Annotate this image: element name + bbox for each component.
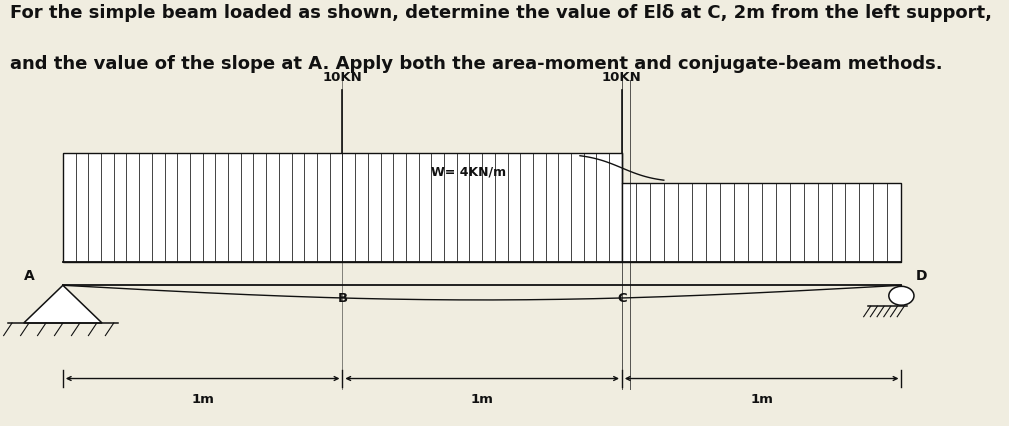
- Text: 10KN: 10KN: [602, 71, 642, 84]
- Text: D: D: [915, 269, 927, 283]
- Text: C: C: [618, 291, 627, 305]
- Text: W= 4KN/m: W= 4KN/m: [431, 166, 506, 179]
- Text: 1m: 1m: [471, 393, 493, 406]
- Text: 10KN: 10KN: [323, 71, 362, 84]
- Text: and the value of the slope at A. Apply both the area-moment and conjugate-beam m: and the value of the slope at A. Apply b…: [10, 55, 942, 73]
- Polygon shape: [24, 285, 102, 323]
- Text: For the simple beam loaded as shown, determine the value of Elδ at C, 2m from th: For the simple beam loaded as shown, det…: [10, 4, 992, 22]
- Polygon shape: [63, 153, 622, 262]
- Text: A: A: [24, 269, 35, 283]
- Text: 1m: 1m: [751, 393, 773, 406]
- Polygon shape: [622, 183, 901, 262]
- Text: 1m: 1m: [191, 393, 214, 406]
- Text: B: B: [337, 291, 347, 305]
- Circle shape: [889, 286, 914, 305]
